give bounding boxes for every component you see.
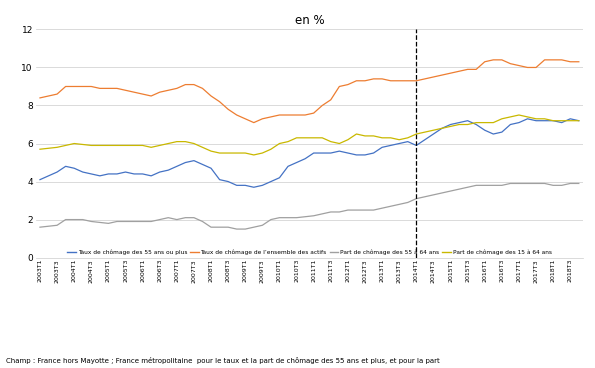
Title: en %: en % [295, 14, 324, 27]
Legend: Taux de chômage des 55 ans ou plus, Taux de chômage de l’ensemble des actifs, Pa: Taux de chômage des 55 ans ou plus, Taux… [67, 249, 552, 255]
Text: Champ : France hors Mayotte ; France métropolitaine  pour le taux et la part de : Champ : France hors Mayotte ; France mét… [6, 357, 440, 364]
